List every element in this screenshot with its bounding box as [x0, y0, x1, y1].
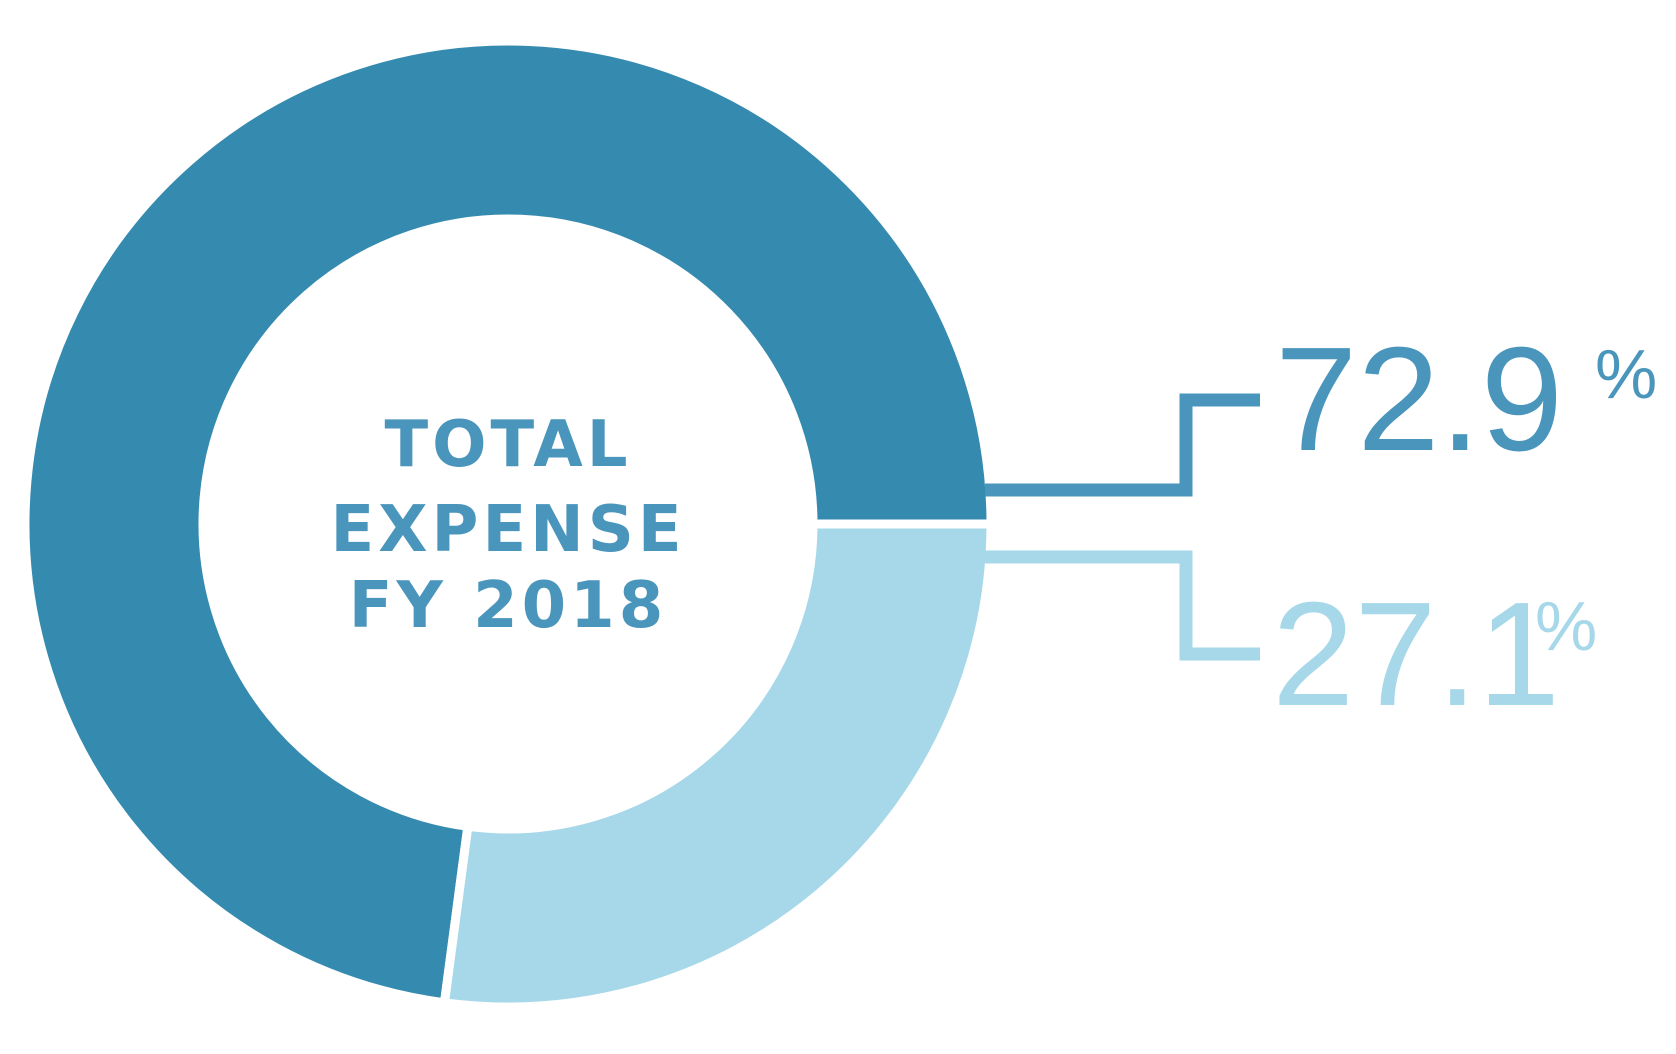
center-label: TOTAL EXPENSE FY 2018	[330, 408, 685, 643]
data-label-slice-1-unit: %	[1595, 335, 1657, 413]
leader-line-slice-1	[985, 393, 1260, 497]
donut-slices	[20, 36, 996, 1012]
data-label-slice-1-value: 72.9	[1275, 317, 1563, 482]
donut-slice-1	[20, 36, 996, 1008]
data-label-slice-2-unit: %	[1535, 587, 1597, 665]
center-label-line-1: TOTAL	[384, 408, 631, 482]
data-label-slice-2: 27.1 %	[1272, 572, 1597, 737]
data-label-slice-2-value: 27.1	[1272, 572, 1560, 737]
data-label-slice-1: 72.9 %	[1275, 317, 1657, 482]
center-label-line-2: EXPENSE	[330, 493, 685, 567]
donut-slice-2	[439, 519, 996, 1012]
leader-line-slice-2	[985, 550, 1260, 661]
center-label-line-3: FY 2018	[349, 569, 667, 643]
